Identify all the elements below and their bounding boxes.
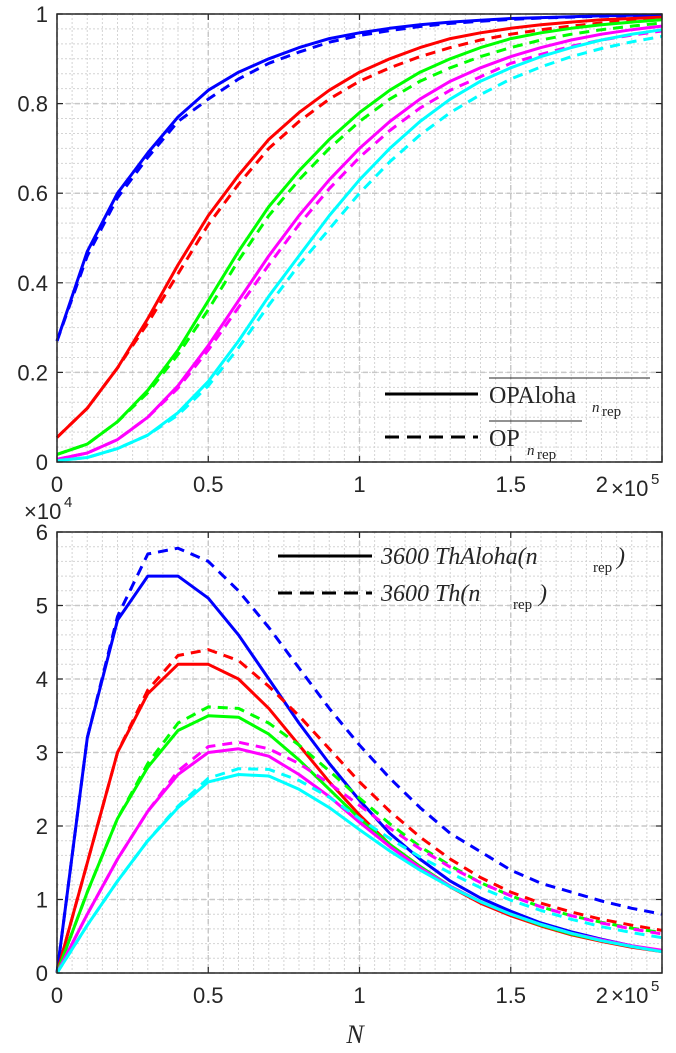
y-tick-label: 0 [36, 961, 48, 986]
series-line-dashed [55, 767, 663, 974]
throughput-chart: 0 1 2 3 4 5 6 0 0.5 1 1.5 2 ×10 4 ×10 5 N 3600 ThA… [24, 494, 663, 1049]
legend-label-th: 3600 Th(n [380, 581, 480, 607]
opaloha-series [55, 13, 663, 463]
series-line-dashed [55, 17, 663, 439]
legend-label-opaloha: OPAloha [489, 383, 576, 409]
series-line-dashed [55, 705, 663, 974]
legend-label-thaloha: 3600 ThAloha(n [380, 544, 538, 570]
series-line-dashed [55, 648, 663, 974]
x-tick-label: 1 [353, 472, 365, 497]
series-line-dashed [55, 13, 663, 342]
throughput-x-exponent-base: ×10 [611, 983, 648, 1008]
throughput-series [55, 546, 663, 974]
x-tick-label: 1.5 [495, 472, 526, 497]
legend-sub-n: n [527, 443, 535, 459]
throughput-y-exponent-power: 4 [64, 494, 72, 511]
throughput-legend: 3600 ThAloha(n rep ) 3600 Th(n rep ) [278, 544, 625, 613]
y-tick-label: 0 [36, 450, 48, 475]
y-tick-label: 5 [36, 594, 48, 619]
y-tick-label: 1 [36, 888, 48, 913]
series-line-solid [55, 15, 663, 439]
x-tick-label: 2 [596, 472, 608, 497]
legend-sub-rep: rep [593, 560, 612, 576]
opaloha-x-tick-labels: 0 0.5 1 1.5 2 [51, 472, 608, 497]
series-line-dashed [56, 21, 663, 456]
legend-entry-op: OP n rep [385, 420, 582, 463]
throughput-tick-marks [56, 531, 663, 974]
opaloha-x-exponent-power: 5 [651, 471, 659, 488]
x-tick-label: 2 [596, 983, 608, 1008]
throughput-y-tick-labels: 0 1 2 3 4 5 6 [36, 520, 48, 986]
legend-entry-opaloha: OPAloha n rep [385, 377, 650, 420]
y-tick-label: 0.4 [17, 271, 48, 296]
x-tick-label: 1 [353, 983, 365, 1008]
y-tick-label: 1 [36, 2, 48, 27]
series-line-dashed [56, 34, 663, 463]
series-line-dashed [56, 29, 663, 461]
opaloha-y-tick-labels: 0 0.2 0.4 0.6 0.8 1 [17, 2, 48, 475]
y-tick-label: 4 [36, 667, 48, 692]
throughput-y-exponent-base: ×10 [24, 499, 61, 524]
opaloha-tick-marks [56, 13, 663, 463]
legend-close-paren: ) [615, 544, 625, 570]
series-line-solid [56, 24, 663, 461]
opaloha-x-exponent-base: ×10 [611, 476, 648, 501]
legend-sub-rep: rep [537, 447, 556, 463]
y-tick-label: 3 [36, 741, 48, 766]
series-line-solid [55, 13, 663, 342]
legend-entry-thaloha: 3600 ThAloha(n rep ) [278, 544, 625, 576]
series-line-solid [56, 18, 663, 456]
legend-label-op: OP [489, 426, 520, 452]
x-tick-label: 0 [51, 983, 63, 1008]
y-tick-label: 0.8 [17, 92, 48, 117]
x-tick-label: 0.5 [193, 472, 224, 497]
x-tick-label: 0 [51, 472, 63, 497]
series-line-dashed [55, 740, 663, 974]
x-tick-label: 1.5 [495, 983, 526, 1008]
opaloha-legend: OPAloha n rep OP n rep [385, 377, 650, 463]
legend-sub-rep: rep [513, 597, 532, 613]
y-tick-label: 2 [36, 814, 48, 839]
legend-sub-rep: rep [602, 404, 621, 420]
legend-sub-n: n [592, 400, 600, 416]
throughput-x-tick-labels: 0 0.5 1 1.5 2 [51, 983, 608, 1008]
y-tick-label: 0.6 [17, 181, 48, 206]
legend-entry-th: 3600 Th(n rep ) [278, 581, 547, 613]
series-line-dashed [55, 546, 663, 974]
y-tick-label: 0.2 [17, 360, 48, 385]
y-tick-label: 6 [36, 520, 48, 545]
throughput-x-exponent-power: 5 [651, 978, 659, 995]
opaloha-chart: 0 0.2 0.4 0.6 0.8 1 0 0.5 1 1.5 2 ×10 5 OPAloha n… [17, 2, 663, 501]
x-axis-label: N [345, 1020, 365, 1049]
legend-close-paren: ) [537, 581, 547, 607]
x-tick-label: 0.5 [193, 983, 224, 1008]
